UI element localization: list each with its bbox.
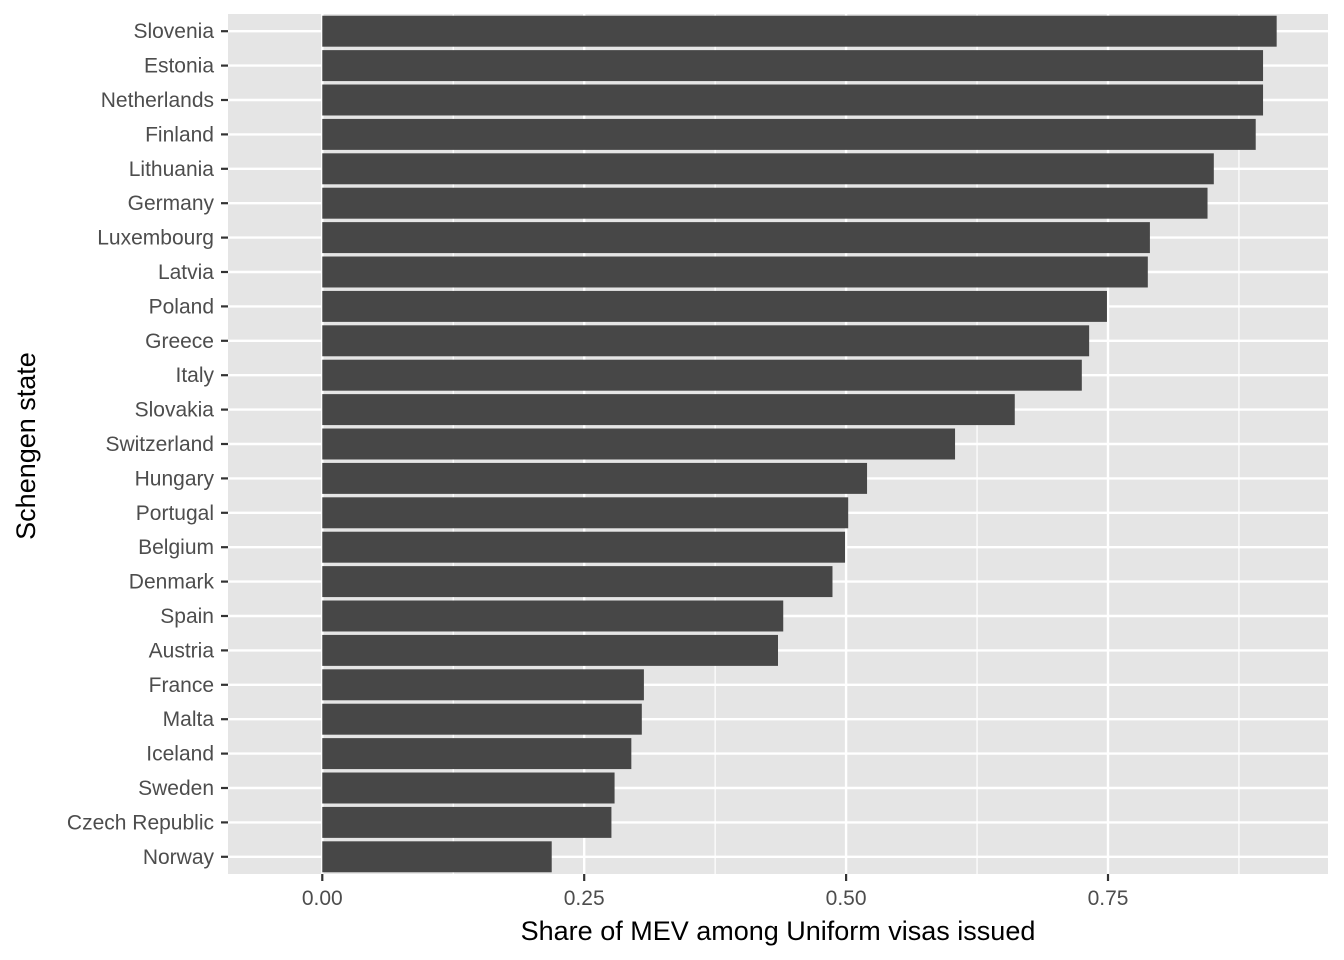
bar-hungary <box>322 462 868 494</box>
y-tick-label: Hungary <box>135 467 215 490</box>
x-tick-label: 0.25 <box>564 887 605 910</box>
y-tick-label: Denmark <box>129 571 215 594</box>
y-tick-label: Czech Republic <box>67 811 214 834</box>
bar-austria <box>322 634 778 666</box>
bar-estonia <box>322 50 1264 82</box>
bar-finland <box>322 118 1256 150</box>
bar-luxembourg <box>322 222 1150 254</box>
y-tick-label: Estonia <box>144 55 214 78</box>
bar-netherlands <box>322 84 1264 116</box>
y-tick-label: Slovakia <box>135 399 215 422</box>
y-tick-label: Malta <box>163 708 215 731</box>
y-tick-label: France <box>149 674 214 697</box>
bar-lithuania <box>322 153 1214 185</box>
bars <box>322 15 1277 873</box>
y-tick-label: Portugal <box>136 502 214 525</box>
y-tick-label: Austria <box>149 639 215 662</box>
bar-malta <box>322 703 642 735</box>
bar-norway <box>322 841 552 873</box>
y-tick-label: Greece <box>145 330 214 353</box>
y-tick-label: Iceland <box>146 743 214 766</box>
bar-portugal <box>322 497 849 529</box>
y-axis: Slovenia Estonia Netherlands Finland Lithuan… <box>67 20 228 869</box>
bar-latvia <box>322 256 1148 288</box>
y-tick-label: Spain <box>160 605 214 628</box>
y-tick-label: Poland <box>149 295 214 318</box>
bar-germany <box>322 187 1208 219</box>
bar-switzerland <box>322 428 956 460</box>
y-tick-label: Finland <box>145 123 214 146</box>
bar-greece <box>322 325 1090 357</box>
bar-iceland <box>322 738 632 770</box>
bar-france <box>322 669 644 701</box>
y-tick-label: Latvia <box>158 261 214 284</box>
bar-sweden <box>322 772 615 804</box>
x-axis-title: Share of MEV among Uniform visas issued <box>521 916 1036 946</box>
x-axis: 0.00 0.25 0.50 0.75 <box>302 874 1129 910</box>
bar-denmark <box>322 566 833 598</box>
y-axis-title: Schengen state <box>11 352 41 540</box>
y-tick-label: Slovenia <box>133 20 214 43</box>
y-tick-label: Norway <box>143 846 215 869</box>
y-tick-label: Lithuania <box>129 158 215 181</box>
x-tick-label: 0.50 <box>826 887 867 910</box>
bar-czech-republic <box>322 806 612 838</box>
bar-poland <box>322 290 1107 322</box>
x-tick-label: 0.00 <box>302 887 343 910</box>
y-tick-label: Italy <box>175 364 214 387</box>
y-tick-label: Luxembourg <box>97 227 214 250</box>
y-tick-label: Netherlands <box>101 89 214 112</box>
bar-belgium <box>322 531 846 563</box>
bar-slovenia <box>322 15 1277 47</box>
y-tick-label: Sweden <box>138 777 214 800</box>
x-tick-label: 0.75 <box>1088 887 1129 910</box>
bar-italy <box>322 359 1082 391</box>
bar-slovakia <box>322 394 1015 426</box>
y-tick-label: Belgium <box>138 536 214 559</box>
y-tick-label: Germany <box>128 192 215 215</box>
bar-spain <box>322 600 784 632</box>
y-tick-label: Switzerland <box>105 433 214 456</box>
